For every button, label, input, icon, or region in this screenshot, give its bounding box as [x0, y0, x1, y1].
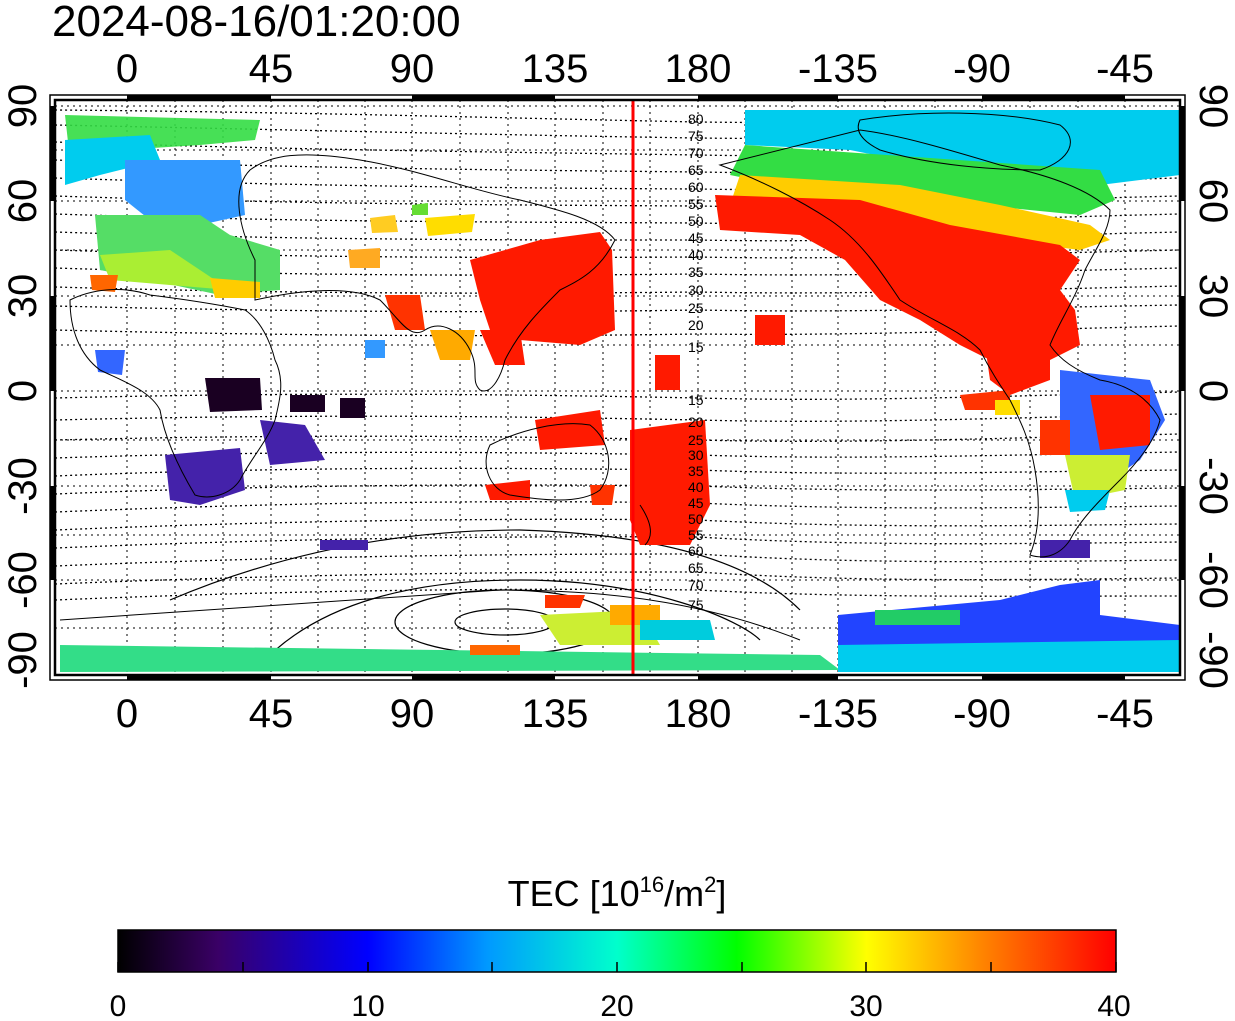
contour-label: 25 — [688, 432, 704, 448]
contour-label: 60 — [688, 179, 704, 195]
left-lat-label: 0 — [1, 380, 45, 402]
contour-label: 50 — [688, 511, 704, 527]
contour-label: 40 — [688, 479, 704, 495]
right-lat-label: -60 — [1191, 551, 1235, 609]
top-lon-label: 180 — [665, 47, 732, 91]
map-plot-area: 80 75 70 65 60 55 50 45 40 35 30 25 20 1… — [55, 100, 1180, 675]
bottom-longitude-labels: 0 45 90 135 180 -135 -90 -45 — [116, 692, 1154, 736]
contour-label: 30 — [688, 447, 704, 463]
map-frame — [49, 94, 1186, 681]
right-lat-label: 0 — [1191, 380, 1235, 402]
top-lon-label: -135 — [798, 47, 878, 91]
contour-label: 80 — [688, 111, 704, 127]
top-lon-label: -90 — [953, 47, 1011, 91]
contour-label: 20 — [688, 414, 704, 430]
coastlines — [59, 112, 1161, 641]
contour-label: 40 — [688, 247, 704, 263]
colorbar-tick-label: 30 — [849, 990, 882, 1021]
colorbar-title-suffix: ] — [716, 873, 726, 914]
top-lon-label: 45 — [249, 47, 294, 91]
colorbar-ticks — [117, 962, 1117, 972]
colorbar-title-exponent: 16 — [640, 872, 664, 897]
contour-label: 45 — [688, 230, 704, 246]
contour-label: 75 — [688, 128, 704, 144]
contour-label: 65 — [688, 162, 704, 178]
left-lat-label: -30 — [1, 457, 45, 515]
left-lat-label: -60 — [1, 551, 45, 609]
right-lat-label: 30 — [1191, 274, 1235, 319]
south-contour-labels: 15 20 25 30 35 40 45 50 55 60 65 70 75 — [688, 392, 704, 613]
contour-label: 75 — [688, 597, 704, 613]
contour-label: 15 — [688, 339, 704, 355]
colorbar-tick-label: 0 — [110, 990, 127, 1021]
colorbar-title-exponent2: 2 — [704, 872, 716, 897]
contour-label: 70 — [688, 577, 704, 593]
left-lat-label: 60 — [1, 179, 45, 224]
tec-data-layer — [60, 110, 1180, 672]
contour-label: 30 — [688, 282, 704, 298]
timestamp-title: 2024-08-16/01:20:00 — [52, 0, 461, 46]
contour-label: 15 — [688, 392, 704, 408]
contour-label: 25 — [688, 300, 704, 316]
top-longitude-labels: 0 45 90 135 180 -135 -90 -45 — [116, 47, 1154, 91]
bottom-lon-label: 180 — [665, 692, 732, 736]
contour-label: 65 — [688, 560, 704, 576]
left-latitude-labels: 90 60 30 0 -30 -60 -90 — [1, 84, 45, 689]
bottom-lon-label: 0 — [116, 692, 138, 736]
north-contour-labels: 80 75 70 65 60 55 50 45 40 35 30 25 20 1… — [688, 111, 704, 355]
contour-label: 55 — [688, 527, 704, 543]
colorbar-tick-label: 40 — [1097, 990, 1130, 1021]
colorbar-title-mid: /m — [664, 873, 704, 914]
colorbar-tick-labels: 0 10 20 30 40 — [110, 990, 1131, 1021]
bottom-lon-label: -135 — [798, 692, 878, 736]
right-lat-label: -90 — [1191, 631, 1235, 689]
bottom-lon-label: 45 — [249, 692, 294, 736]
contour-label: 45 — [688, 495, 704, 511]
colorbar-tick-label: 20 — [600, 990, 633, 1021]
top-lon-label: 0 — [116, 47, 138, 91]
right-latitude-labels: 90 60 30 0 -30 -60 -90 — [1191, 84, 1235, 689]
right-lat-label: 60 — [1191, 179, 1235, 224]
right-lat-label: 90 — [1191, 84, 1235, 129]
bottom-lon-label: -45 — [1096, 692, 1154, 736]
left-lat-label: 30 — [1, 274, 45, 319]
contour-label: 20 — [688, 317, 704, 333]
contour-label: 70 — [688, 145, 704, 161]
right-lat-label: -30 — [1191, 457, 1235, 515]
colorbar-title-prefix: TEC [10 — [508, 873, 640, 914]
left-lat-label: 90 — [1, 84, 45, 129]
left-lat-label: -90 — [1, 631, 45, 689]
bottom-lon-label: -90 — [953, 692, 1011, 736]
contour-label: 55 — [688, 196, 704, 212]
colorbar-tick-label: 10 — [351, 990, 384, 1021]
contour-label: 50 — [688, 213, 704, 229]
contour-label: 35 — [688, 463, 704, 479]
top-lon-label: 135 — [522, 47, 589, 91]
top-lon-label: 90 — [390, 47, 435, 91]
contour-label: 35 — [688, 264, 704, 280]
top-lon-label: -45 — [1096, 47, 1154, 91]
bottom-lon-label: 135 — [522, 692, 589, 736]
colorbar-title: TEC [1016/m2] — [508, 872, 727, 914]
bottom-lon-label: 90 — [390, 692, 435, 736]
contour-label: 60 — [688, 543, 704, 559]
